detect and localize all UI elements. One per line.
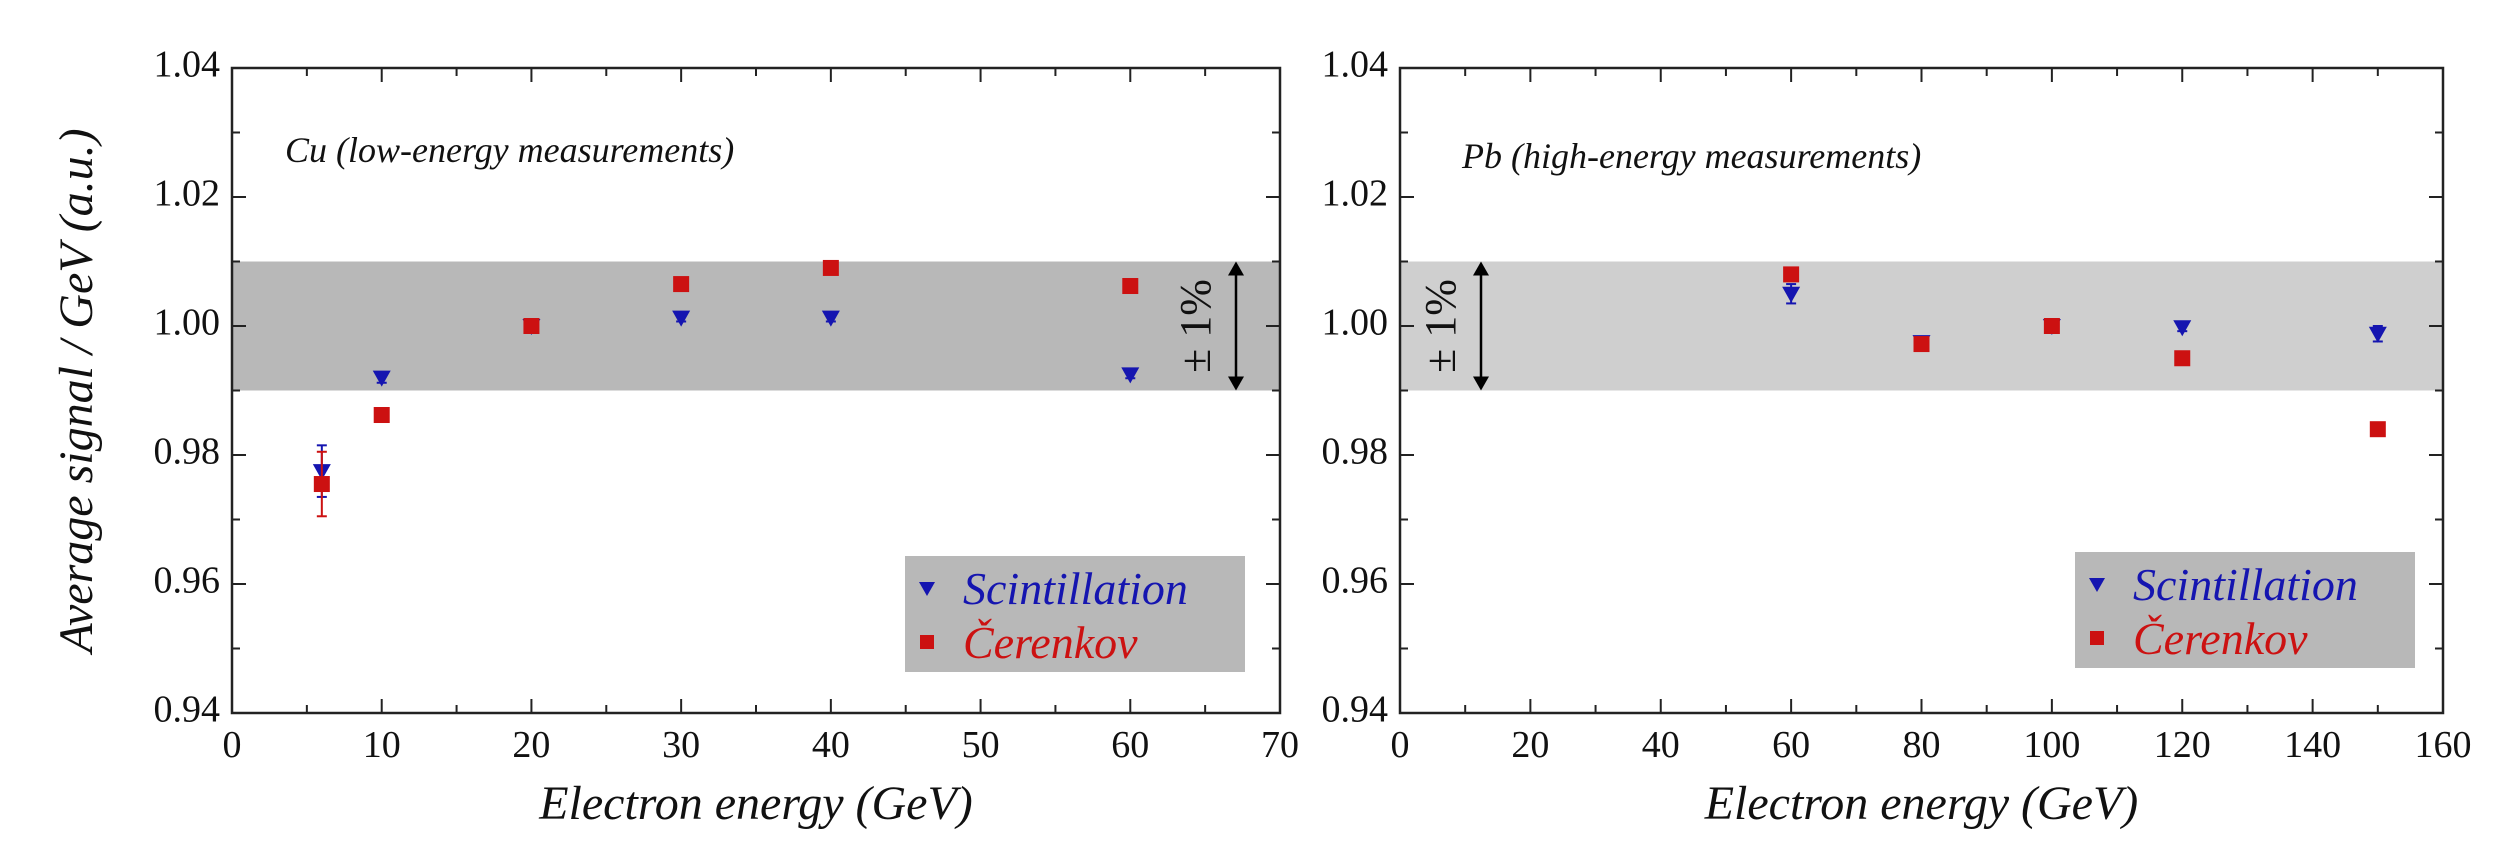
x-tick-label: 10: [363, 724, 401, 766]
legend-marker-square: [2090, 631, 2104, 645]
data-point-square: [2174, 350, 2191, 367]
y-tick-label: 1.00: [1322, 302, 1389, 344]
panel-title: Cu (low-energy measurements): [285, 130, 734, 170]
x-axis-title: Electron energy (GeV): [538, 777, 973, 830]
legend-box: [905, 556, 1245, 672]
data-point-square: [523, 318, 540, 334]
x-tick-label: 50: [962, 724, 1000, 766]
series-erenkov: [313, 259, 1139, 518]
x-tick-label: 100: [2023, 724, 2080, 766]
y-tick-label: 1.02: [1322, 173, 1389, 215]
x-tick-label: 160: [2415, 724, 2472, 766]
x-tick-label: 40: [812, 724, 850, 766]
y-tick-label: 1.04: [1322, 44, 1389, 86]
tolerance-band: [1400, 261, 2443, 391]
x-tick-label: 0: [1391, 724, 1410, 766]
data-point-triangle: [372, 370, 391, 387]
x-tick-label: 20: [1511, 724, 1549, 766]
legend-label: Scintillation: [2133, 559, 2358, 610]
data-point-square: [673, 276, 690, 293]
x-tick-label: 60: [1772, 724, 1810, 766]
data-point-square: [822, 259, 839, 276]
x-tick-label: 120: [2154, 724, 2211, 766]
data-point-square: [313, 476, 330, 493]
data-point-triangle: [1121, 367, 1140, 384]
legend-marker-square: [920, 635, 934, 649]
x-axis-title: Electron energy (GeV): [1704, 777, 2139, 830]
legend-label: Scintillation: [963, 563, 1188, 614]
x-tick-label: 30: [662, 724, 700, 766]
data-point-triangle: [2173, 320, 2192, 337]
legend-label: Čerenkov: [963, 617, 1138, 668]
panel-title: Pb (high-energy measurements): [1461, 136, 1921, 176]
x-tick-label: 20: [512, 724, 550, 766]
x-tick-label: 60: [1111, 724, 1149, 766]
band-arrow-head-down: [1228, 376, 1244, 391]
y-tick-label: 1.02: [154, 173, 221, 215]
band-arrow-head-up: [1228, 261, 1244, 276]
band-arrow-head-down: [1473, 376, 1489, 391]
data-point-triangle: [821, 310, 840, 327]
x-tick-label: 70: [1261, 724, 1299, 766]
band-label: ± 1%: [1416, 279, 1465, 373]
y-tick-label: 0.98: [154, 431, 221, 473]
data-point-square: [1913, 336, 1930, 353]
y-tick-label: 0.96: [154, 560, 221, 602]
data-point-triangle: [672, 310, 691, 327]
legend-marker-triangle: [2089, 578, 2105, 592]
y-tick-label: 1.00: [154, 302, 221, 344]
data-point-square: [373, 407, 390, 424]
panel-2: ± 1% 0.94 0.96 0.98 1.00 1.02 1.04 0 20 40 60 80 100…: [1322, 44, 2472, 830]
y-axis-title: Average signal / GeV (a.u.): [50, 128, 103, 655]
data-point-square: [2043, 318, 2060, 334]
data-point-triangle: [1782, 286, 1801, 303]
tolerance-band: [232, 261, 1280, 391]
data-point-square: [2369, 421, 2386, 438]
y-tick-label: 0.98: [1322, 431, 1389, 473]
y-tick-label: 1.04: [154, 44, 221, 86]
x-tick-label: 0: [223, 724, 242, 766]
band-label: ± 1%: [1171, 279, 1220, 373]
x-tick-label: 40: [1642, 724, 1680, 766]
legend-box: [2075, 552, 2415, 668]
y-tick-label: 0.96: [1322, 560, 1389, 602]
legend-label: Čerenkov: [2133, 613, 2308, 664]
series-erenkov: [1783, 266, 2386, 438]
legend-marker-triangle: [919, 582, 935, 596]
x-tick-label: 80: [1903, 724, 1941, 766]
data-point-square: [1122, 278, 1139, 295]
panel-1: ± 1% 0.94 0.96 0.98 1.00 1.02 1.04 0 10 20 30 40 50 6…: [50, 44, 1299, 830]
band-arrow-head-up: [1473, 261, 1489, 276]
data-point-square: [1783, 266, 1800, 283]
y-tick-label: 0.94: [154, 689, 221, 731]
y-tick-label: 0.94: [1322, 689, 1389, 731]
data-point-triangle: [2368, 326, 2387, 343]
x-tick-label: 140: [2284, 724, 2341, 766]
